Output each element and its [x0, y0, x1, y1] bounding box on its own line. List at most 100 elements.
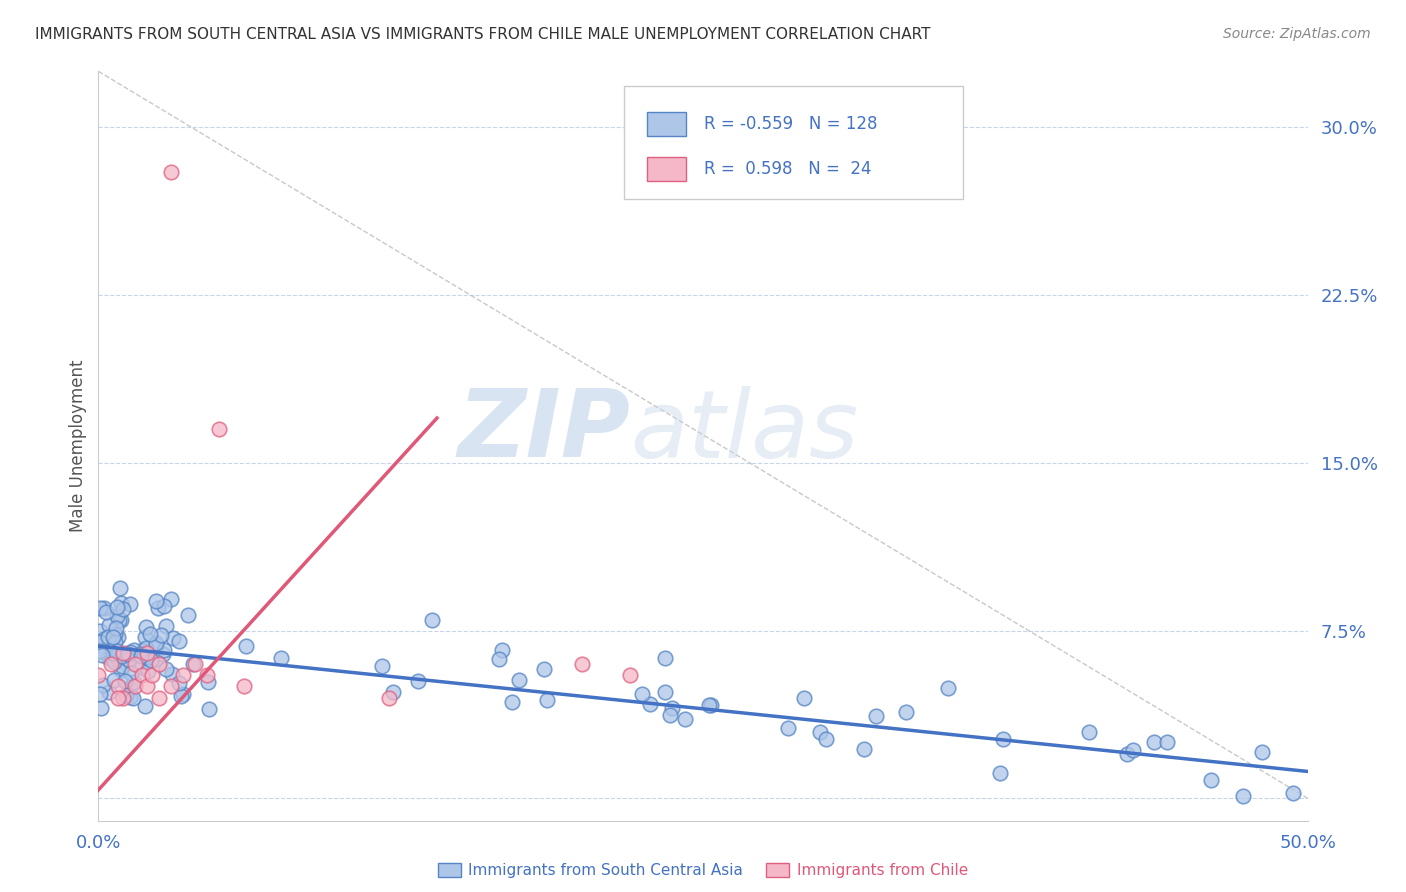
Point: [865, 709, 887, 723]
Text: ZIP: ZIP: [457, 385, 630, 477]
Point: [108, 613, 131, 627]
Point: [146, 601, 169, 615]
Point: [98, 637, 121, 651]
Point: [160, 165, 183, 179]
Point: [270, 651, 292, 665]
Point: [420, 613, 443, 627]
Point: [132, 643, 155, 657]
Point: [124, 680, 146, 694]
Point: [97, 650, 120, 665]
Point: [110, 663, 132, 677]
Point: [94, 605, 117, 619]
Legend: Immigrants from South Central Asia, Immigrants from Chile: Immigrants from South Central Asia, Immi…: [432, 857, 974, 884]
Point: [114, 673, 136, 688]
Point: [1232, 789, 1254, 803]
Point: [896, 705, 918, 719]
FancyBboxPatch shape: [624, 87, 963, 199]
Point: [162, 631, 184, 645]
Point: [90, 701, 112, 715]
Point: [117, 652, 139, 666]
Point: [98, 684, 121, 698]
Point: [135, 680, 157, 694]
FancyBboxPatch shape: [647, 112, 686, 136]
Point: [208, 422, 231, 436]
Point: [371, 658, 394, 673]
Point: [988, 765, 1011, 780]
Point: [172, 687, 194, 701]
Point: [118, 653, 141, 667]
Point: [1199, 772, 1222, 787]
Point: [508, 673, 530, 687]
Point: [160, 680, 183, 694]
Point: [89, 624, 111, 639]
Point: [936, 681, 959, 695]
Point: [195, 668, 218, 682]
Point: [153, 643, 176, 657]
Point: [117, 648, 139, 662]
Point: [149, 628, 172, 642]
Point: [98, 617, 121, 632]
Point: [91, 648, 114, 662]
Point: [135, 620, 157, 634]
Point: [134, 630, 156, 644]
Text: R =  0.598   N =  24: R = 0.598 N = 24: [704, 160, 872, 178]
Point: [170, 689, 193, 703]
Point: [139, 653, 162, 667]
Point: [1122, 743, 1144, 757]
Point: [145, 652, 167, 666]
Point: [815, 731, 838, 746]
Point: [160, 667, 183, 681]
Point: [377, 690, 399, 705]
Point: [122, 642, 145, 657]
Point: [107, 680, 129, 694]
Point: [93, 600, 115, 615]
Point: [107, 630, 129, 644]
Point: [107, 690, 129, 705]
Point: [105, 609, 128, 624]
Text: atlas: atlas: [630, 385, 859, 476]
Point: [153, 599, 176, 613]
Point: [159, 592, 181, 607]
Point: [104, 634, 127, 648]
Point: [141, 668, 163, 682]
Point: [108, 581, 131, 595]
Point: [993, 732, 1015, 747]
Point: [101, 652, 124, 666]
Point: [89, 600, 111, 615]
Point: [406, 674, 429, 689]
Point: [103, 673, 125, 687]
Point: [148, 690, 170, 705]
Point: [101, 630, 124, 644]
Point: [1143, 735, 1166, 749]
Point: [111, 659, 134, 673]
Point: [145, 636, 167, 650]
Point: [115, 688, 138, 702]
Point: [654, 651, 676, 665]
Point: [105, 600, 128, 615]
Point: [488, 652, 510, 666]
Point: [776, 721, 799, 735]
Point: [699, 698, 721, 712]
Text: Source: ZipAtlas.com: Source: ZipAtlas.com: [1223, 27, 1371, 41]
Point: [87, 668, 110, 682]
Point: [619, 668, 641, 682]
Point: [176, 608, 198, 623]
Text: IMMIGRANTS FROM SOUTH CENTRAL ASIA VS IMMIGRANTS FROM CHILE MALE UNEMPLOYMENT CO: IMMIGRANTS FROM SOUTH CENTRAL ASIA VS IM…: [35, 27, 931, 42]
Point: [110, 613, 132, 627]
Point: [155, 619, 177, 633]
Point: [139, 626, 162, 640]
Point: [89, 644, 111, 658]
Point: [654, 684, 676, 698]
Point: [793, 691, 815, 706]
Point: [491, 642, 513, 657]
Point: [120, 666, 142, 681]
Point: [1156, 735, 1178, 749]
Point: [155, 662, 177, 676]
Point: [197, 702, 219, 716]
Point: [110, 596, 132, 610]
Point: [105, 643, 128, 657]
Point: [100, 657, 122, 671]
Point: [93, 632, 115, 647]
Point: [808, 725, 831, 739]
Point: [89, 644, 111, 658]
